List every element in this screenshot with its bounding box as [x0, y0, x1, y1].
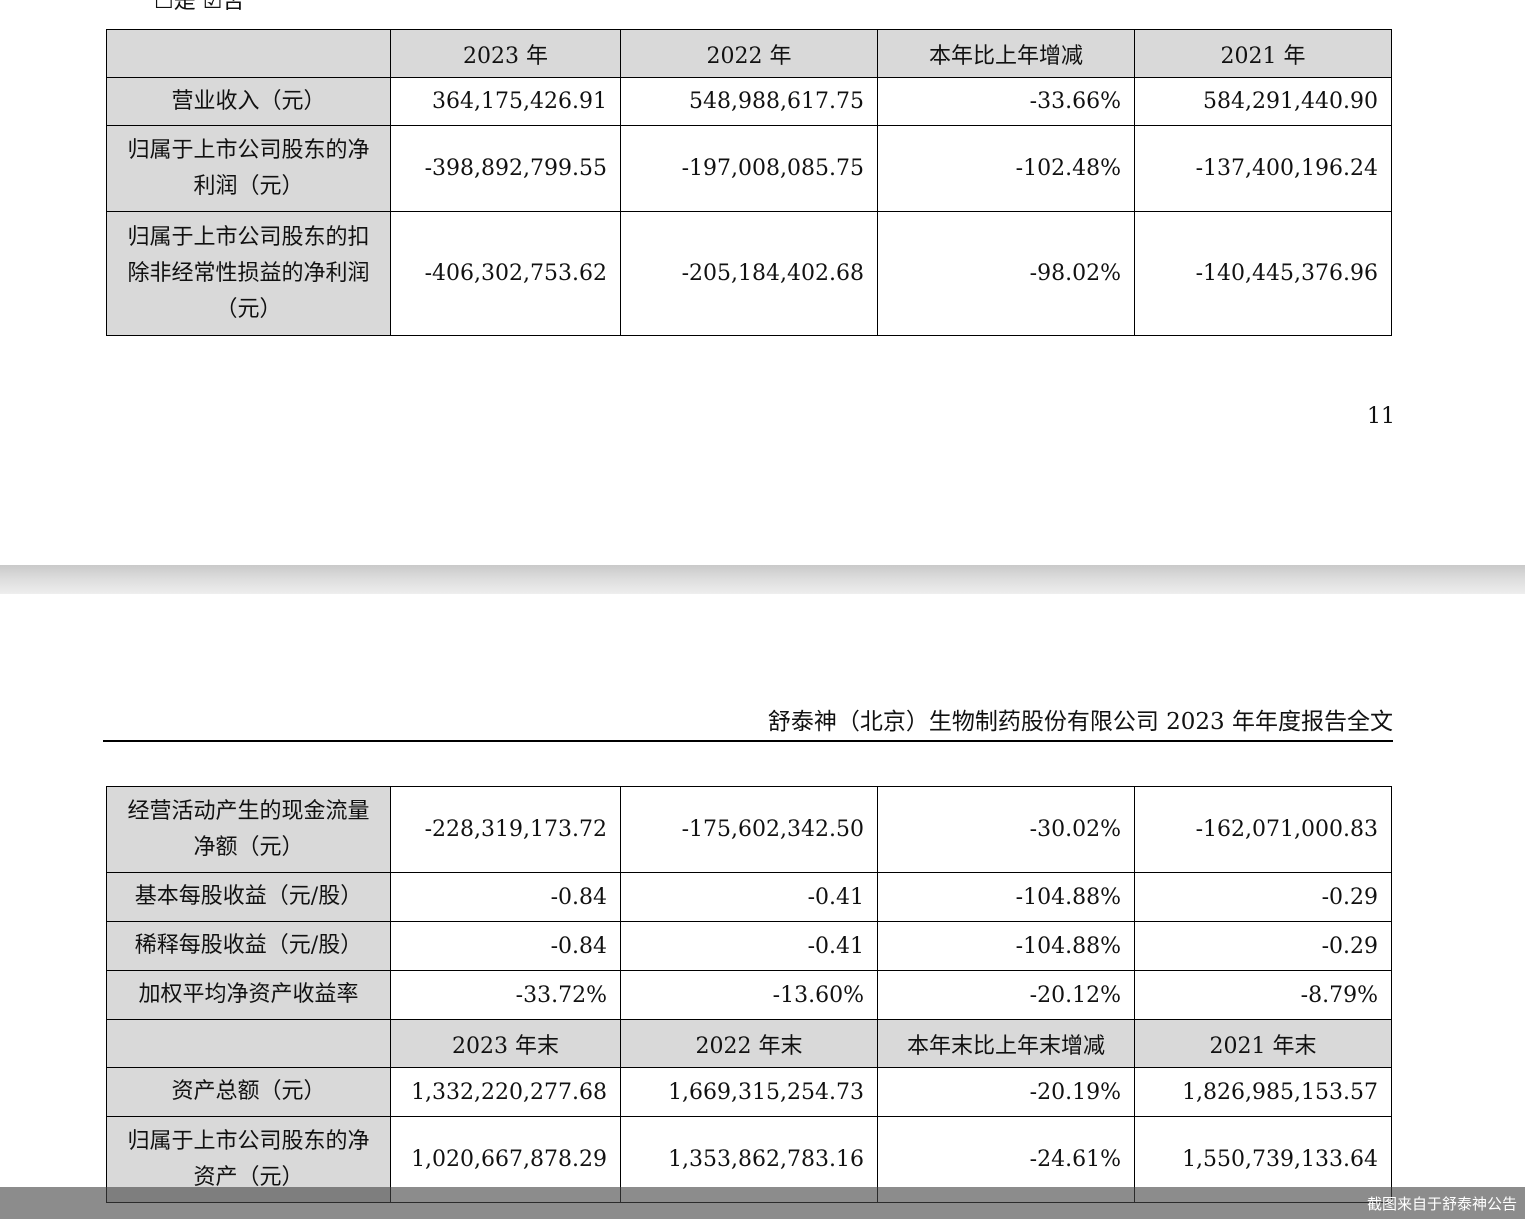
cell-change: -104.88% [877, 872, 1135, 922]
cell-2022: -205,184,402.68 [620, 211, 878, 336]
cell-change: -98.02% [877, 211, 1135, 336]
table-row: 基本每股收益（元/股） -0.84 -0.41 -104.88% -0.29 [106, 872, 1392, 922]
row-label: 经营活动产生的现金流量净额（元） [106, 786, 391, 873]
cell-2023: -398,892,799.55 [390, 125, 621, 212]
cell-2023: 1,332,220,277.68 [390, 1067, 621, 1117]
header-cell-empty [106, 29, 391, 78]
row-label: 稀释每股收益（元/股） [106, 921, 391, 971]
subheader-cell-2023-end: 2023 年末 [390, 1019, 621, 1068]
cell-2023: -228,319,173.72 [390, 786, 621, 873]
cell-2023: -406,302,753.62 [390, 211, 621, 336]
cell-2022: 1,669,315,254.73 [620, 1067, 878, 1117]
header-cell-2022: 2022 年 [620, 29, 878, 78]
yes-checkbox: ☐ [154, 0, 174, 14]
subheader-cell-2022-end: 2022 年末 [620, 1019, 878, 1068]
page-number: 11 [1367, 404, 1395, 429]
no-label: 否 [222, 0, 245, 14]
cell-2023: -0.84 [390, 921, 621, 971]
yes-no-options: ☐是 ☑否 [154, 0, 245, 16]
subheader-cell-empty [106, 1019, 391, 1068]
row-label: 归属于上市公司股东的扣除非经常性损益的净利润（元） [106, 211, 391, 336]
row-label: 基本每股收益（元/股） [106, 872, 391, 922]
cell-change: -33.66% [877, 77, 1135, 126]
cell-change: -20.12% [877, 970, 1135, 1020]
report-header: 舒泰神（北京）生物制药股份有限公司 2023 年年度报告全文 [103, 706, 1393, 742]
cell-2021: 1,826,985,153.57 [1134, 1067, 1392, 1117]
cell-2021: -0.29 [1134, 921, 1392, 971]
table-row: 稀释每股收益（元/股） -0.84 -0.41 -104.88% -0.29 [106, 921, 1392, 971]
cell-2022: -0.41 [620, 872, 878, 922]
yes-label: 是 [173, 0, 196, 14]
row-label: 归属于上市公司股东的净利润（元） [106, 125, 391, 212]
page-separator [0, 565, 1525, 594]
cell-change: -102.48% [877, 125, 1135, 212]
no-checkbox: ☑ [202, 0, 223, 14]
table-row: 归属于上市公司股东的扣除非经常性损益的净利润（元） -406,302,753.6… [106, 211, 1392, 336]
table-row: 加权平均净资产收益率 -33.72% -13.60% -20.12% -8.79… [106, 970, 1392, 1020]
row-label: 营业收入（元） [106, 77, 391, 126]
cell-change: -104.88% [877, 921, 1135, 971]
row-label: 加权平均净资产收益率 [106, 970, 391, 1020]
subheader-cell-change: 本年末比上年末增减 [877, 1019, 1135, 1068]
cell-2022: 548,988,617.75 [620, 77, 878, 126]
table-row: 经营活动产生的现金流量净额（元） -228,319,173.72 -175,60… [106, 786, 1392, 873]
header-cell-2021: 2021 年 [1134, 29, 1392, 78]
table-subheader-row: 2023 年末 2022 年末 本年末比上年末增减 2021 年末 [106, 1019, 1392, 1068]
financial-summary-table-continued: 经营活动产生的现金流量净额（元） -228,319,173.72 -175,60… [106, 786, 1392, 1203]
cell-2021: -140,445,376.96 [1134, 211, 1392, 336]
header-cell-change: 本年比上年增减 [877, 29, 1135, 78]
header-cell-2023: 2023 年 [390, 29, 621, 78]
cell-2021: -162,071,000.83 [1134, 786, 1392, 873]
cell-change: -20.19% [877, 1067, 1135, 1117]
cell-2021: -0.29 [1134, 872, 1392, 922]
cell-2023: -33.72% [390, 970, 621, 1020]
watermark-text: 截图来自于舒泰神公告 [1366, 1195, 1517, 1213]
subheader-cell-2021-end: 2021 年末 [1134, 1019, 1392, 1068]
table-row: 营业收入（元） 364,175,426.91 548,988,617.75 -3… [106, 77, 1392, 126]
screenshot-source-banner: 截图来自于舒泰神公告 [0, 1187, 1525, 1219]
cell-2022: -13.60% [620, 970, 878, 1020]
cell-2021: 584,291,440.90 [1134, 77, 1392, 126]
cell-2021: -137,400,196.24 [1134, 125, 1392, 212]
financial-summary-table: 2023 年 2022 年 本年比上年增减 2021 年 营业收入（元） 364… [106, 29, 1392, 336]
table-header-row: 2023 年 2022 年 本年比上年增减 2021 年 [106, 29, 1392, 78]
cell-2022: -175,602,342.50 [620, 786, 878, 873]
cell-2021: -8.79% [1134, 970, 1392, 1020]
table-row: 归属于上市公司股东的净利润（元） -398,892,799.55 -197,00… [106, 125, 1392, 212]
cell-2023: 364,175,426.91 [390, 77, 621, 126]
table-row: 资产总额（元） 1,332,220,277.68 1,669,315,254.7… [106, 1067, 1392, 1117]
cell-change: -30.02% [877, 786, 1135, 873]
cell-2023: -0.84 [390, 872, 621, 922]
row-label: 资产总额（元） [106, 1067, 391, 1117]
cell-2022: -0.41 [620, 921, 878, 971]
cell-2022: -197,008,085.75 [620, 125, 878, 212]
